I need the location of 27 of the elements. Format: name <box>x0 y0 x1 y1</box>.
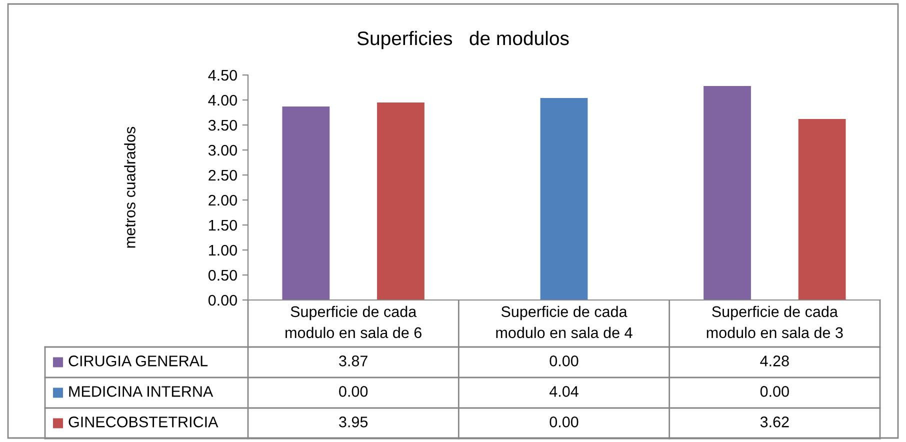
legend-label: GINECOBSTETRICIA <box>68 416 218 428</box>
y-tick-label: 1.00 <box>209 244 237 256</box>
y-tick-label: 2.50 <box>208 170 237 181</box>
data-label: 0.00 <box>339 386 368 397</box>
data-label: 3.95 <box>339 416 368 428</box>
x-tick-label: Superficie de cada modulo en sala de 6 <box>286 306 422 338</box>
y-tick-label: 4.50 <box>208 70 237 81</box>
data-label: 3.87 <box>339 356 368 366</box>
data-label: 0.00 <box>550 416 578 428</box>
y-tick-label: 3.50 <box>208 120 237 131</box>
data-label: 4.04 <box>549 386 578 397</box>
y-tick-label: 3.00 <box>208 144 237 156</box>
y-axis-title: metros cuadrados <box>124 126 136 248</box>
y-tick-label: 4.00 <box>208 94 237 106</box>
x-tick-label: Superficie de cada modulo en sala de 4 <box>496 306 632 338</box>
y-tick-label: 0.00 <box>208 294 237 306</box>
data-label: 3.62 <box>760 416 789 428</box>
legend-label: CIRUGIA GENERAL <box>68 356 208 366</box>
x-tick-label: Superficie de cada modulo en sala de 3 <box>706 306 843 338</box>
y-tick-label: 2.00 <box>208 194 237 206</box>
data-label: 0.00 <box>760 386 789 397</box>
data-label: 0.00 <box>550 356 578 366</box>
data-label: 4.28 <box>760 356 789 366</box>
y-tick-label: 1.50 <box>209 220 237 231</box>
legend-label: MEDICINA INTERNA <box>69 386 214 397</box>
y-tick-label: 0.50 <box>208 270 237 281</box>
chart-title: Superficies de modulos <box>357 30 569 50</box>
